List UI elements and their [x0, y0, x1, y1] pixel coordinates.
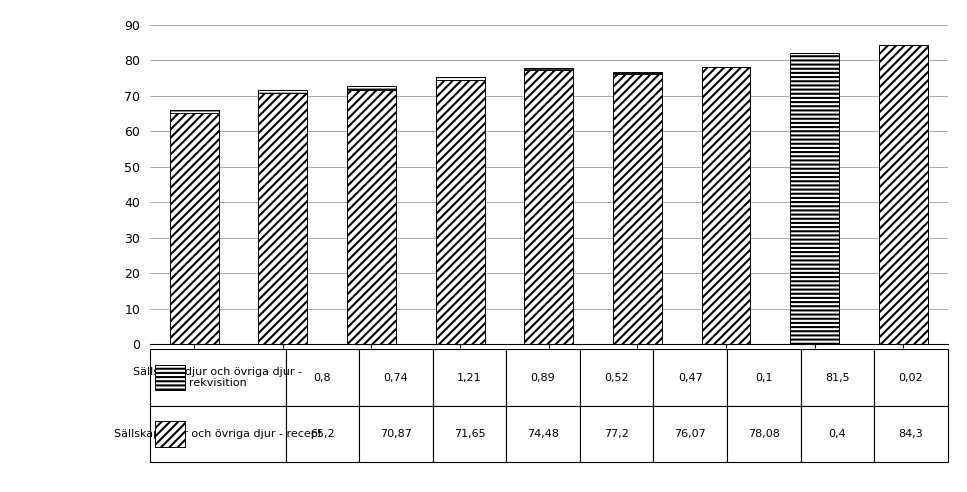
Bar: [347, 86, 396, 90]
Bar: [790, 343, 839, 344]
Bar: [524, 70, 573, 344]
Text: 77,2: 77,2: [604, 429, 629, 439]
Bar: [702, 67, 750, 344]
Text: 84,3: 84,3: [898, 429, 923, 439]
Text: 71,65: 71,65: [454, 429, 485, 439]
Bar: [879, 45, 927, 344]
Text: 1,21: 1,21: [457, 372, 482, 383]
Text: 74,48: 74,48: [527, 429, 559, 439]
Bar: [613, 72, 661, 74]
Bar: [347, 90, 396, 344]
Text: 0,02: 0,02: [898, 372, 923, 383]
Bar: [170, 113, 219, 344]
Bar: [613, 74, 661, 344]
Text: 0,8: 0,8: [313, 372, 331, 383]
Bar: [258, 90, 308, 92]
Text: 78,08: 78,08: [747, 429, 779, 439]
Text: 0,47: 0,47: [678, 372, 703, 383]
Text: 0,1: 0,1: [755, 372, 773, 383]
Bar: [524, 68, 573, 70]
Text: Sällskapsdjur och övriga djur -
rekvisition: Sällskapsdjur och övriga djur - rekvisit…: [133, 367, 303, 388]
Bar: [436, 77, 484, 80]
Bar: [436, 80, 484, 344]
Text: 81,5: 81,5: [825, 372, 850, 383]
Bar: [790, 54, 839, 343]
Text: 0,89: 0,89: [531, 372, 555, 383]
Text: 65,2: 65,2: [310, 429, 335, 439]
Text: 0,4: 0,4: [829, 429, 846, 439]
Text: Sällskapsdjur och övriga djur - recept: Sällskapsdjur och övriga djur - recept: [114, 429, 322, 439]
Text: 76,07: 76,07: [674, 429, 706, 439]
Bar: [258, 92, 308, 344]
Text: 0,52: 0,52: [604, 372, 629, 383]
Text: 70,87: 70,87: [380, 429, 412, 439]
Text: 0,74: 0,74: [384, 372, 408, 383]
Bar: [170, 110, 219, 113]
